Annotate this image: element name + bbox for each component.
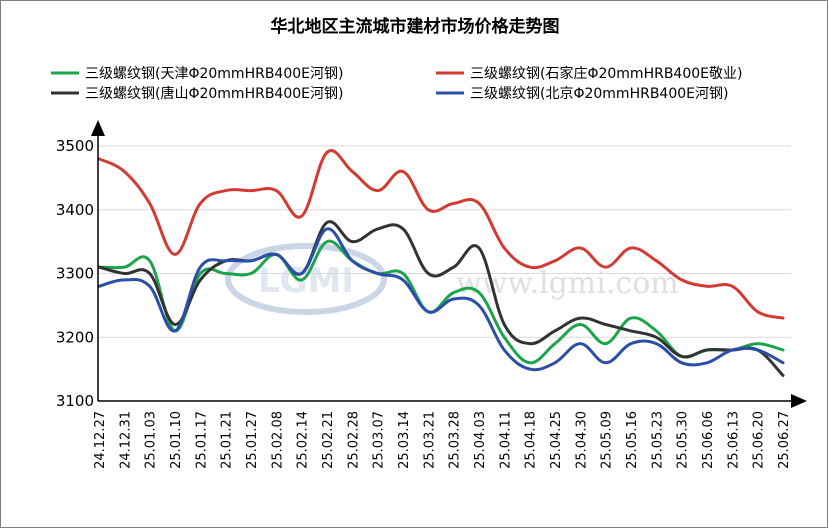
x-tick-label: 25.06.13: [726, 411, 741, 469]
x-tick-label: 25.01.10: [169, 411, 184, 469]
series-line-2: [97, 220, 785, 377]
y-axis-ticks: 3100 3200 3300 3400 3500: [56, 137, 94, 410]
x-tick-label: 25.06.06: [701, 411, 716, 469]
x-tick-label: 24.12.31: [118, 411, 133, 469]
x-tick-label: 25.04.18: [524, 411, 539, 469]
series-line-1: [97, 149, 785, 320]
x-tick-label: 25.04.30: [574, 411, 589, 469]
x-tick-label: 25.02.21: [321, 411, 336, 469]
x-tick-label: 25.05.16: [625, 411, 640, 469]
x-tick-label: 25.03.14: [397, 411, 412, 469]
x-tick-label: 25.01.03: [144, 411, 159, 469]
series-line-3: [97, 227, 785, 372]
x-tick-label: 25.02.08: [270, 411, 285, 469]
series-line-0: [97, 239, 785, 365]
x-tick-label: 25.03.21: [422, 411, 437, 469]
legend-label: 三级螺纹钢(唐山Φ20mmHRB400E河钢): [85, 85, 343, 102]
x-tick-label: 25.01.21: [220, 411, 235, 469]
legend-label: 三级螺纹钢(石家庄Φ20mmHRB400E敬业): [470, 65, 742, 82]
x-tick-label: 25.04.11: [498, 411, 513, 469]
x-tick-label: 25.05.09: [600, 411, 615, 469]
y-axis-arrow-icon: [91, 120, 105, 136]
legend-item: 三级螺纹钢(天津Φ20mmHRB400E河钢): [51, 66, 343, 82]
legend: 三级螺纹钢(天津Φ20mmHRB400E河钢) 三级螺纹钢(石家庄Φ20mmHRB…: [51, 65, 742, 102]
x-tick-label: 24.12.27: [93, 411, 108, 469]
x-axis-arrow-icon: [791, 394, 807, 408]
x-tick-label: 25.05.23: [650, 411, 665, 469]
x-tick-label: 25.02.28: [346, 411, 361, 469]
y-tick-label: 3200: [56, 328, 94, 346]
chart-title: 华北地区主流城市建材市场价格走势图: [271, 16, 560, 37]
gridlines: [98, 145, 791, 338]
x-tick-label: 25.03.07: [372, 411, 387, 469]
x-tick-label: 25.06.27: [777, 411, 792, 469]
legend-label: 三级螺纹钢(天津Φ20mmHRB400E河钢): [85, 66, 343, 82]
watermark-logo-ring: [225, 243, 387, 315]
x-tick-label: 25.01.27: [245, 411, 260, 469]
legend-label: 三级螺纹钢(北京Φ20mmHRB400E河钢): [470, 86, 728, 102]
y-tick-label: 3100: [56, 392, 94, 410]
x-tick-label: 25.02.14: [296, 411, 311, 469]
y-tick-label: 3300: [56, 265, 94, 283]
series-lines: [97, 149, 785, 377]
x-tick-label: 25.01.17: [194, 411, 209, 469]
legend-item: 三级螺纹钢(石家庄Φ20mmHRB400E敬业): [436, 65, 742, 82]
x-tick-label: 25.03.28: [448, 411, 463, 469]
x-tick-label: 25.05.30: [676, 411, 691, 469]
y-tick-label: 3400: [56, 201, 94, 219]
x-tick-label: 25.04.25: [549, 411, 564, 469]
axes: [91, 120, 807, 408]
y-tick-label: 3500: [56, 137, 94, 155]
legend-item: 三级螺纹钢(北京Φ20mmHRB400E河钢): [436, 86, 728, 102]
x-tick-label: 25.04.03: [473, 411, 488, 469]
legend-item: 三级螺纹钢(唐山Φ20mmHRB400E河钢): [51, 85, 343, 102]
x-tick-label: 25.06.20: [752, 411, 767, 469]
x-axis-ticks: 24.12.27 24.12.31 25.01.03 25.01.10 25.01.17…: [93, 411, 792, 469]
